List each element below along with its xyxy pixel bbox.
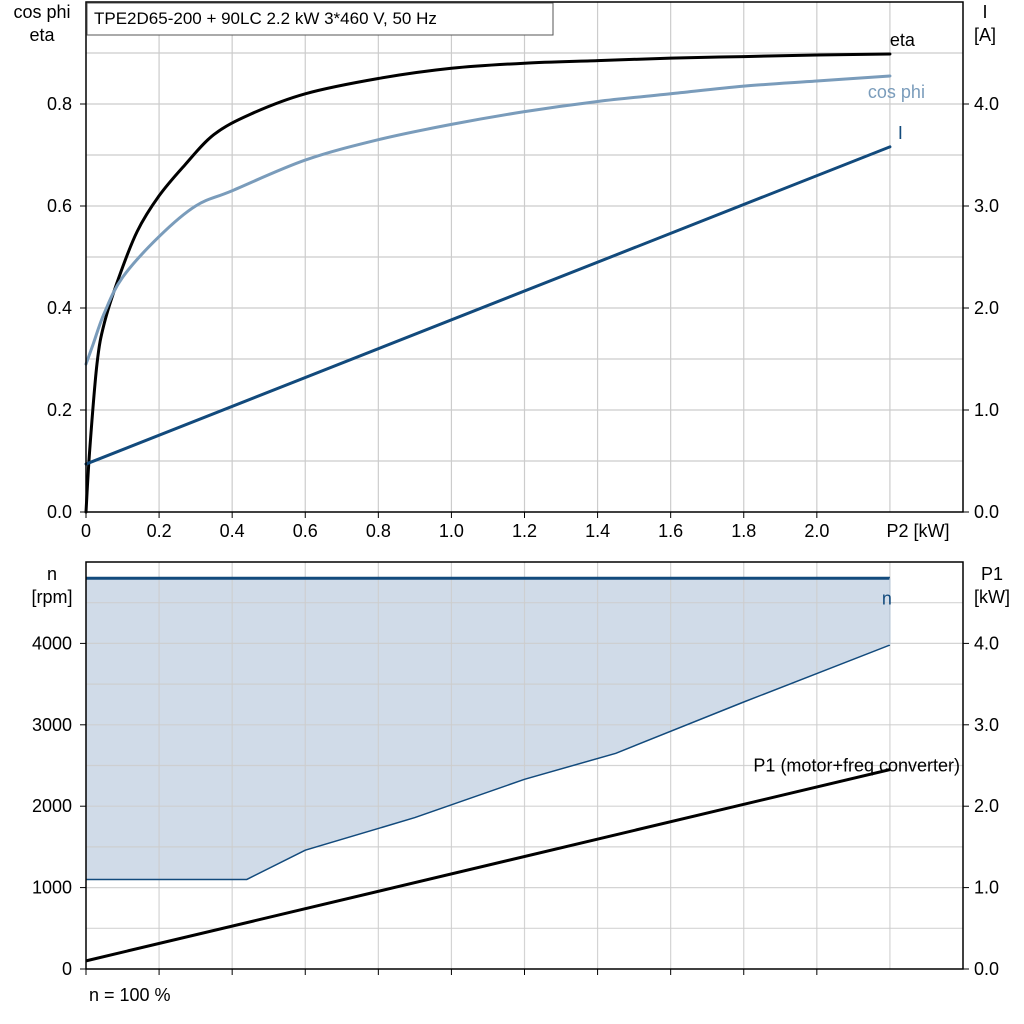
bottom-grid [86, 562, 963, 969]
top-x-tick-label: 0.8 [366, 521, 391, 541]
bottom-y-left-tick-label: 1000 [32, 878, 72, 898]
top-y-right-tick-label: 1.0 [974, 400, 999, 420]
eta-line [84, 52, 892, 514]
top-x-tick-label: 0.6 [293, 521, 318, 541]
top-x-tick-label: 0.2 [147, 521, 172, 541]
bottom-y-left-tick-label: 0 [62, 959, 72, 979]
top-y-left-label-2: eta [29, 25, 55, 45]
bottom-y-right-tick-label: 0.0 [974, 959, 999, 979]
top-y-left-tick-label: 0.2 [47, 400, 72, 420]
top-y-right-label-2: [A] [974, 25, 996, 45]
top-y-left-tick-label: 0.4 [47, 298, 72, 318]
p1-line [85, 768, 891, 963]
top-y-left-label-1: cos phi [13, 2, 70, 22]
bottom-y-left-tick-label: 2000 [32, 796, 72, 816]
bottom-y-left-label-2: [rpm] [31, 587, 72, 607]
top-y-left-tick-label: 0.8 [47, 94, 72, 114]
top-x-tick-labels: 0 0.2 0.4 0.6 0.8 1.0 1.2 1.4 1.6 1.8 2.0 [81, 512, 829, 541]
top-y-right-tick-label: 0.0 [974, 502, 999, 522]
speed-min-line [86, 644, 891, 881]
bottom-y-right-label-2: [kW] [974, 587, 1010, 607]
top-y-left-tick-label: 0.0 [47, 502, 72, 522]
top-y-right-tick-label: 4.0 [974, 94, 999, 114]
bottom-y-left-label-1: n [47, 564, 57, 584]
bottom-y-left-tick-labels: 0 1000 2000 3000 4000 [32, 633, 86, 979]
cos-phi-line [84, 74, 892, 366]
top-chart-panel: eta cos phi I 0 0.2 0.4 0.6 0.8 1.0 1.2 1.4 1.6 1.8… [13, 1, 999, 541]
bottom-y-right-label-1: P1 [981, 564, 1003, 584]
bottom-chart-panel: n P1 (motor+freq converter) 0 1000 2000 3000… [31, 561, 1010, 1005]
bottom-y-left-tick-label: 3000 [32, 715, 72, 735]
bottom-series-layer: n P1 (motor+freq converter) [85, 576, 960, 963]
speed-series-label: n [882, 588, 892, 608]
top-x-tick-label: 0.4 [220, 521, 245, 541]
top-x-axis-label: P2 [kW] [886, 521, 949, 541]
top-x-tick-label: 0 [81, 521, 91, 541]
bottom-x-ticks [85, 969, 818, 975]
top-x-tick-label: 1.8 [731, 521, 756, 541]
top-y-right-tick-labels: 0.0 1.0 2.0 3.0 4.0 [963, 94, 999, 522]
top-y-left-tick-labels: 0.0 0.2 0.4 0.6 0.8 [47, 94, 86, 522]
chart-title: TPE2D65-200 + 90LC 2.2 kW 3*460 V, 50 Hz [94, 9, 437, 28]
top-x-tick-label: 1.2 [512, 521, 537, 541]
title-box [86, 2, 554, 36]
cos-phi-series-label: cos phi [868, 82, 925, 102]
bottom-y-right-tick-labels: 0.0 1.0 2.0 3.0 4.0 [963, 633, 999, 979]
bottom-y-right-tick-label: 1.0 [974, 878, 999, 898]
top-x-tick-label: 2.0 [804, 521, 829, 541]
bottom-y-right-tick-label: 4.0 [974, 633, 999, 653]
bottom-speed-range-area [86, 578, 890, 880]
top-x-tick-label: 1.4 [585, 521, 610, 541]
top-y-left-tick-label: 0.6 [47, 196, 72, 216]
p1-series-label: P1 (motor+freq converter) [753, 756, 960, 776]
top-series-layer: eta cos phi I [84, 30, 925, 514]
current-line [84, 145, 892, 466]
speed-range-fill [86, 578, 890, 880]
top-grid [86, 2, 963, 512]
bottom-y-left-tick-label: 4000 [32, 633, 72, 653]
top-y-right-tick-label: 2.0 [974, 298, 999, 318]
current-series-label: I [898, 123, 903, 143]
top-y-right-tick-label: 3.0 [974, 196, 999, 216]
bottom-y-right-tick-label: 2.0 [974, 796, 999, 816]
top-y-right-label-1: I [982, 2, 987, 22]
eta-series-label: eta [890, 30, 916, 50]
top-x-tick-label: 1.0 [439, 521, 464, 541]
footer-note: n = 100 % [89, 985, 171, 1005]
bottom-y-right-tick-label: 3.0 [974, 715, 999, 735]
top-x-tick-label: 1.6 [658, 521, 683, 541]
